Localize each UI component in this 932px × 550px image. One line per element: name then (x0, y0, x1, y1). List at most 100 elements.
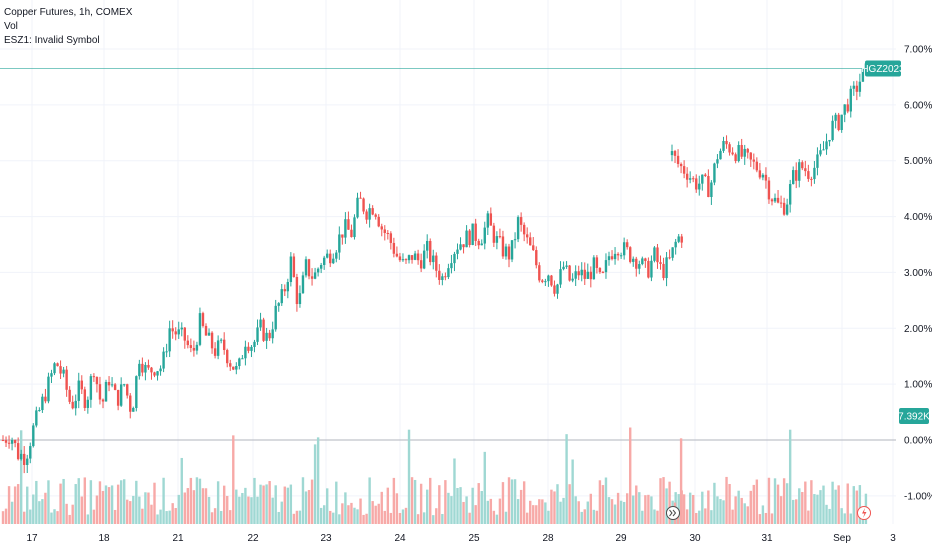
candle[interactable] (834, 114, 837, 121)
candle[interactable] (843, 104, 846, 115)
double-chevron-icon[interactable] (666, 506, 680, 520)
candle[interactable] (486, 213, 489, 228)
candle[interactable] (670, 151, 674, 156)
candle[interactable] (580, 269, 583, 276)
candle[interactable] (216, 340, 220, 356)
candle[interactable] (16, 443, 20, 460)
candle[interactable] (162, 351, 165, 369)
candle[interactable] (731, 152, 734, 155)
candle[interactable] (71, 401, 74, 409)
candle[interactable] (189, 345, 193, 348)
candle[interactable] (274, 305, 277, 330)
candle[interactable] (65, 369, 68, 390)
candle[interactable] (674, 241, 677, 248)
candle[interactable] (132, 408, 135, 412)
candle[interactable] (773, 197, 777, 202)
candle[interactable] (525, 234, 529, 238)
candle[interactable] (519, 217, 523, 225)
candle[interactable] (119, 384, 123, 406)
candle[interactable] (456, 249, 459, 254)
candle[interactable] (86, 399, 90, 408)
candle[interactable] (241, 358, 244, 360)
candle[interactable] (807, 171, 810, 179)
candle[interactable] (538, 265, 541, 281)
candle[interactable] (398, 256, 402, 261)
candle[interactable] (453, 253, 456, 264)
candle[interactable] (635, 258, 638, 269)
candle[interactable] (785, 204, 789, 215)
candle[interactable] (662, 263, 665, 279)
candle[interactable] (665, 257, 668, 279)
candle[interactable] (29, 446, 32, 459)
candle[interactable] (177, 329, 180, 335)
candle[interactable] (761, 174, 765, 178)
candle[interactable] (10, 440, 14, 444)
candle[interactable] (429, 240, 432, 263)
candle[interactable] (195, 344, 199, 351)
candle[interactable] (480, 243, 483, 246)
candle[interactable] (779, 202, 783, 204)
candle[interactable] (47, 376, 50, 402)
candle[interactable] (1, 440, 5, 441)
candle[interactable] (401, 259, 405, 261)
candle[interactable] (704, 174, 707, 177)
candle[interactable] (271, 329, 274, 339)
candle[interactable] (244, 346, 247, 359)
candle[interactable] (770, 199, 774, 202)
candle[interactable] (679, 163, 683, 167)
candle[interactable] (474, 223, 477, 241)
candle[interactable] (53, 363, 56, 374)
candle[interactable] (180, 327, 183, 330)
candle[interactable] (471, 223, 474, 245)
candle[interactable] (129, 395, 132, 412)
candle[interactable] (468, 230, 471, 245)
candle[interactable] (668, 257, 671, 259)
candle[interactable] (722, 140, 725, 151)
candle[interactable] (707, 176, 710, 198)
candle[interactable] (219, 339, 223, 341)
candle[interactable] (413, 253, 417, 260)
candle[interactable] (304, 259, 308, 276)
candle[interactable] (310, 276, 314, 279)
candle[interactable] (501, 236, 505, 257)
candle[interactable] (186, 340, 190, 346)
candle[interactable] (407, 255, 411, 261)
candle[interactable] (477, 240, 480, 246)
candle[interactable] (586, 271, 589, 279)
candle[interactable] (734, 154, 737, 162)
lightning-icon[interactable] (857, 506, 871, 520)
candle[interactable] (462, 244, 465, 248)
candle[interactable] (846, 104, 849, 112)
candle[interactable] (292, 256, 296, 277)
candle[interactable] (677, 236, 680, 242)
candle[interactable] (141, 363, 144, 373)
candle[interactable] (782, 202, 786, 215)
candle[interactable] (465, 230, 468, 248)
candle[interactable] (601, 272, 605, 274)
candle[interactable] (710, 182, 713, 198)
candle[interactable] (749, 152, 752, 160)
candle[interactable] (389, 233, 393, 243)
candle[interactable] (174, 331, 177, 335)
candle[interactable] (819, 150, 822, 155)
candle[interactable] (35, 410, 38, 426)
candle[interactable] (280, 289, 283, 304)
candle[interactable] (116, 389, 120, 406)
candle[interactable] (201, 313, 205, 326)
candle[interactable] (804, 168, 807, 172)
candle[interactable] (98, 384, 102, 400)
candle[interactable] (198, 313, 202, 345)
candle[interactable] (319, 264, 323, 269)
candle[interactable] (656, 247, 659, 263)
candle[interactable] (556, 284, 559, 294)
candle[interactable] (56, 363, 59, 367)
candle[interactable] (322, 257, 326, 265)
candle[interactable] (659, 262, 662, 264)
candle[interactable] (301, 275, 305, 294)
candle[interactable] (571, 278, 574, 281)
candle[interactable] (256, 327, 259, 342)
candle[interactable] (32, 425, 35, 447)
candle[interactable] (171, 328, 174, 332)
candle[interactable] (607, 256, 611, 261)
